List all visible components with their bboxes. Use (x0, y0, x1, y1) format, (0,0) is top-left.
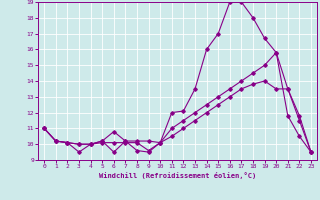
X-axis label: Windchill (Refroidissement éolien,°C): Windchill (Refroidissement éolien,°C) (99, 172, 256, 179)
